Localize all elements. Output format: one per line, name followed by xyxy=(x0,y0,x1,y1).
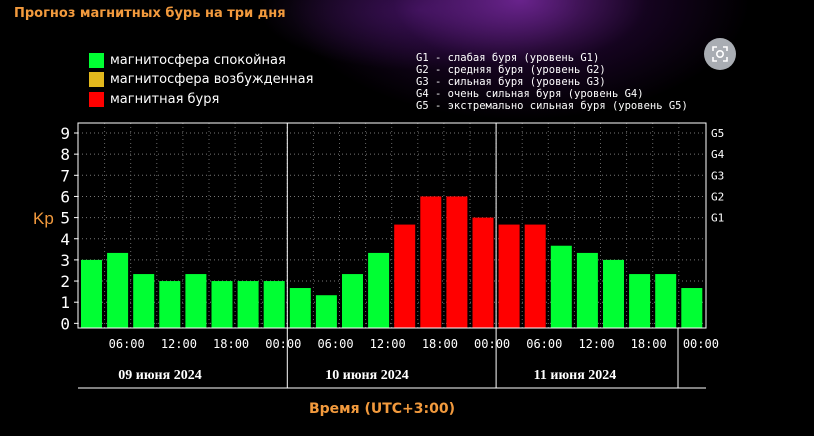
legend-label: магнитная буря xyxy=(110,91,220,107)
storm-level-legend: G1 - слабая буря (уровень G1) G2 - средн… xyxy=(416,52,688,112)
x-tick-label: 06:00 xyxy=(526,337,562,351)
y-tick-label: 2 xyxy=(60,272,70,291)
legend-swatch-excited xyxy=(89,71,104,87)
right-tick-label: G1 xyxy=(711,212,724,225)
bar xyxy=(263,281,285,328)
x-axis-ticks: 06:00 12:00 18:00 00:00 06:00 12:00 18:00 00:00… xyxy=(109,337,719,351)
storm-level-g4: G4 - очень сильная буря (уровень G4) xyxy=(416,88,644,100)
bar xyxy=(446,196,468,328)
bar xyxy=(107,252,129,328)
plot-frame xyxy=(77,122,707,329)
right-tick-label: G5 xyxy=(711,127,724,140)
storm-level-g1: G1 - слабая буря (уровень G1) xyxy=(416,52,600,64)
bar xyxy=(576,252,598,328)
y-axis-label: Kp xyxy=(33,209,54,228)
bar xyxy=(159,281,181,328)
bar xyxy=(629,274,651,328)
y-tick-label: 4 xyxy=(60,230,70,249)
zoom-button[interactable] xyxy=(704,38,736,70)
legend-swatch-storm xyxy=(89,91,104,107)
right-tick-label: G4 xyxy=(711,148,725,161)
bar xyxy=(315,295,337,328)
x-tick-label: 06:00 xyxy=(109,337,145,351)
right-tick-label: G3 xyxy=(711,169,724,182)
bar xyxy=(185,274,207,328)
day-label: 11 июня 2024 xyxy=(534,368,617,383)
bar xyxy=(603,259,624,328)
storm-level-g5: G5 - экстремально сильная буря (уровень … xyxy=(416,100,688,112)
bar xyxy=(394,224,416,328)
x-tick-label: 00:00 xyxy=(683,337,719,351)
bar xyxy=(655,274,677,328)
x-tick-label: 18:00 xyxy=(631,337,667,351)
right-tick-label: G2 xyxy=(711,190,724,203)
bar xyxy=(289,288,311,328)
storm-level-g3: G3 - сильная буря (уровень G3) xyxy=(416,76,606,88)
legend-item-excited: магнитосфера возбужденная xyxy=(89,71,313,87)
y-tick-label: 5 xyxy=(60,209,70,228)
legend-item-storm: магнитная буря xyxy=(89,91,219,107)
bar xyxy=(524,224,546,328)
y-tick-label: 0 xyxy=(60,314,70,333)
zoom-icon xyxy=(712,46,728,62)
y-tick-label: 7 xyxy=(60,166,70,185)
x-tick-label: 18:00 xyxy=(422,337,458,351)
chart-grid xyxy=(78,123,706,328)
bar xyxy=(550,245,572,328)
x-tick-label: 12:00 xyxy=(578,337,614,351)
storm-level-g2: G2 - средняя буря (уровень G2) xyxy=(416,64,606,76)
bar xyxy=(342,274,363,328)
bar xyxy=(498,224,520,328)
y-tick-label: 6 xyxy=(60,187,70,206)
bar xyxy=(237,281,259,328)
x-tick-label: 12:00 xyxy=(370,337,406,351)
bar xyxy=(472,217,494,328)
y-axis-ticks: 0 1 2 3 4 5 6 7 8 9 xyxy=(60,124,78,333)
day-separators xyxy=(286,123,679,388)
bar xyxy=(211,281,233,328)
x-tick-label: 06:00 xyxy=(317,337,353,351)
x-tick-label: 00:00 xyxy=(265,337,301,351)
bar xyxy=(420,196,442,328)
bar xyxy=(681,288,703,328)
day-label: 10 июня 2024 xyxy=(325,368,408,383)
x-tick-label: 18:00 xyxy=(213,337,249,351)
chart-bars xyxy=(81,196,703,328)
bar xyxy=(368,252,390,328)
x-tick-label: 00:00 xyxy=(474,337,510,351)
page-title: Прогноз магнитных бурь на три дня xyxy=(14,6,286,21)
bar xyxy=(81,259,102,328)
legend-swatch-quiet xyxy=(89,52,104,68)
x-tick-label: 12:00 xyxy=(161,337,197,351)
bar xyxy=(133,274,155,328)
day-label: 09 июня 2024 xyxy=(118,368,201,383)
legend-item-quiet: магнитосфера спокойная xyxy=(89,52,286,68)
y-tick-label: 8 xyxy=(60,145,70,164)
right-axis-ticks: G1 G2 G3 G4 G5 xyxy=(711,127,725,225)
day-labels: 09 июня 2024 10 июня 2024 11 июня 2024 xyxy=(118,368,616,383)
y-tick-label: 9 xyxy=(60,124,70,143)
x-axis-label: Время (UTC+3:00) xyxy=(309,401,455,417)
y-tick-label: 1 xyxy=(60,293,70,312)
legend-label: магнитосфера спокойная xyxy=(110,52,286,68)
y-tick-label: 3 xyxy=(60,251,70,270)
legend-label: магнитосфера возбужденная xyxy=(110,71,314,87)
